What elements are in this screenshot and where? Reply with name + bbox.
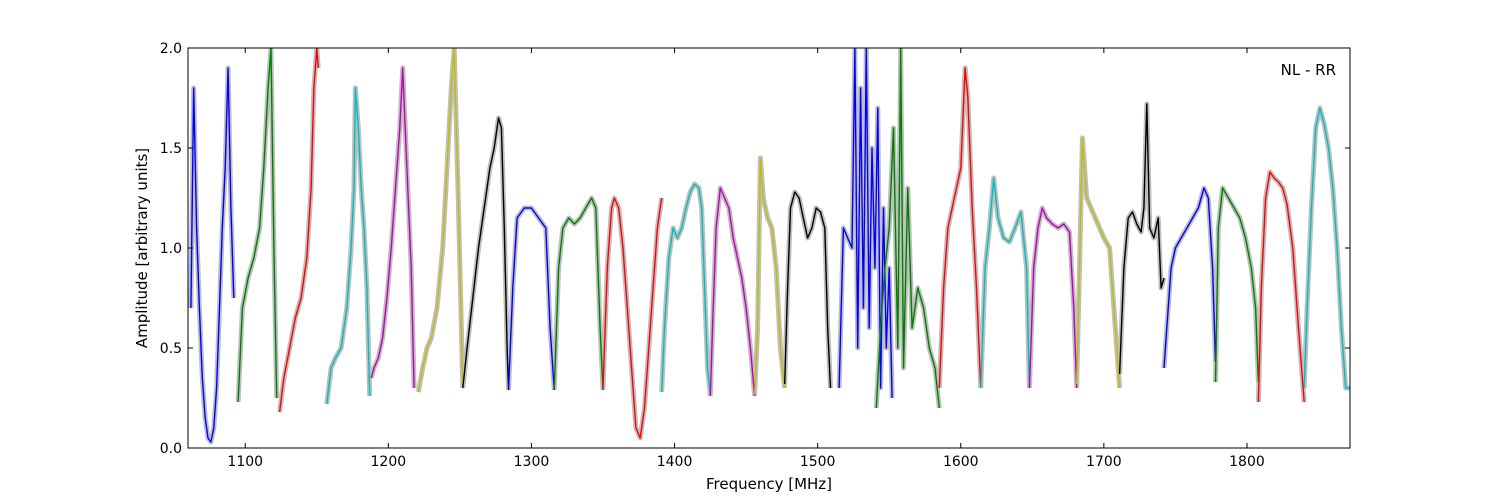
y-tick-label: 0.5 [160, 341, 182, 357]
series-line-25 [1303, 107, 1350, 389]
x-tick-label: 1100 [227, 454, 263, 470]
series-line-21 [1118, 103, 1165, 375]
series-line-9 [553, 197, 604, 391]
series-line-3 [278, 48, 319, 413]
y-tick-label: 1.5 [160, 141, 182, 157]
corner-annotation: NL - RR [1281, 61, 1336, 79]
plot-area [188, 48, 1350, 448]
series-line-15 [838, 48, 893, 399]
series-line-17 [938, 67, 982, 389]
series-line-18 [980, 177, 1031, 389]
series-line-23 [1214, 187, 1260, 383]
x-tick-label: 1700 [1086, 454, 1122, 470]
series-line-22 [1163, 187, 1217, 369]
series-line-6 [417, 48, 464, 393]
series-line-8 [507, 207, 555, 391]
series-line-1 [190, 67, 235, 443]
x-tick-label: 1600 [943, 454, 979, 470]
x-tick-label: 1200 [371, 454, 407, 470]
series-line-14 [784, 191, 832, 389]
series-line-20 [1076, 137, 1121, 389]
series-line-16 [875, 48, 940, 409]
series-line-24 [1257, 171, 1305, 403]
series-line-10 [602, 197, 663, 439]
x-axis-label: Frequency [MHz] [706, 475, 832, 493]
series-line-11 [661, 183, 711, 395]
series-line-7 [462, 117, 510, 391]
series-line-5 [370, 67, 415, 389]
series-line-19 [1028, 207, 1078, 389]
series-line-13 [754, 157, 786, 395]
y-tick-label: 2.0 [160, 41, 182, 57]
series-line-2 [237, 48, 278, 403]
series-layer [190, 48, 1350, 443]
series-line-12 [709, 187, 756, 397]
axes: 1100 1200 1300 1400 1500 1600 1700 1800 0.0 0.5 1.… [160, 41, 1350, 470]
x-tick-label: 1500 [800, 454, 836, 470]
x-tick-label: 1800 [1229, 454, 1265, 470]
x-tick-label: 1400 [657, 454, 693, 470]
y-axis-label: Amplitude [arbitrary units] [133, 148, 151, 348]
x-tick-label: 1300 [514, 454, 550, 470]
series-line-4 [326, 87, 371, 405]
y-tick-label: 0.0 [160, 441, 182, 457]
y-tick-label: 1.0 [160, 241, 182, 257]
